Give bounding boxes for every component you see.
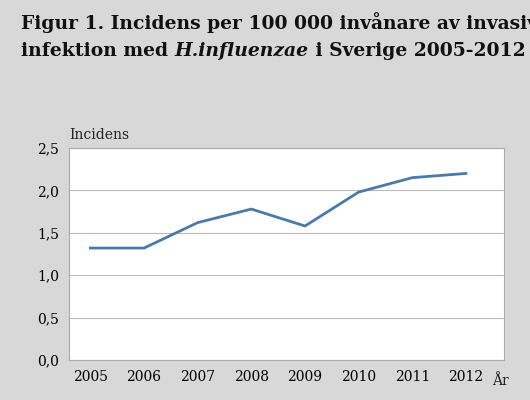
Text: År: År	[492, 374, 509, 388]
Text: infektion med: infektion med	[21, 42, 175, 60]
Text: Incidens: Incidens	[69, 128, 129, 142]
Text: H.influenzae: H.influenzae	[175, 42, 309, 60]
Text: i Sverige 2005-2012: i Sverige 2005-2012	[309, 42, 525, 60]
Text: Figur 1. Incidens per 100 000 invånare av invasiv: Figur 1. Incidens per 100 000 invånare a…	[21, 12, 530, 33]
